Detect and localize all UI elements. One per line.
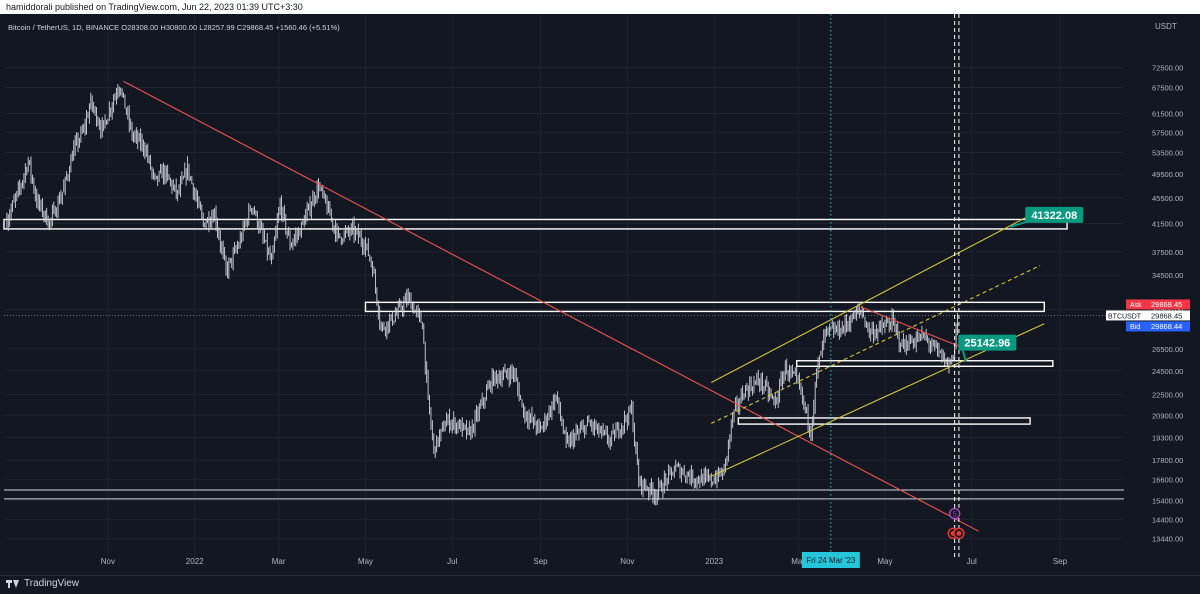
price-chart[interactable]: 5 41322.08 25142.96 USDT 72500.00 67500.00…	[0, 14, 1200, 575]
ask-value-badge	[1148, 299, 1190, 310]
time-tick-label: 2023	[705, 557, 723, 566]
time-tick-label: Jul	[447, 557, 457, 566]
annotation-pointer	[961, 348, 967, 363]
annotation-text: 41322.08	[1031, 210, 1077, 222]
event-marker[interactable]	[948, 507, 961, 520]
price-tick-label: 13440.00	[1152, 535, 1183, 544]
vertical-lines	[830, 14, 960, 560]
price-tick-label: 49500.00	[1152, 170, 1183, 179]
price-tick-label: 37500.00	[1152, 248, 1183, 257]
price-tick-label: 30500.00	[1152, 306, 1183, 315]
price-tick-label: 15400.00	[1152, 497, 1183, 506]
time-tick-label: Mar	[791, 557, 805, 566]
time-tick-label: Jul	[967, 557, 977, 566]
price-tick-label: 17800.00	[1152, 456, 1183, 465]
zone-rect	[364, 301, 1046, 313]
brand-label: TradingView	[24, 578, 80, 589]
zones	[3, 218, 1068, 425]
price-value: 29868.45	[1151, 311, 1182, 320]
trendline[interactable]	[123, 80, 980, 532]
price-tick-label: 34500.00	[1152, 271, 1183, 280]
zone-rect	[737, 417, 1031, 425]
bid-value-badge	[1148, 321, 1190, 332]
price-tick-label: 57500.00	[1152, 128, 1183, 137]
chart-background	[0, 14, 1200, 575]
bid-label: Bid	[1130, 324, 1140, 331]
annotations[interactable]: 41322.08 25142.96	[958, 206, 1084, 363]
horizontal-levels	[4, 315, 1124, 500]
event-marker-dot	[956, 530, 962, 536]
time-tick-label: May	[877, 557, 892, 566]
price-tick-label: 24500.00	[1152, 367, 1183, 376]
bid-value: 29868.44	[1151, 322, 1182, 331]
price-tick-label: 22500.00	[1152, 391, 1183, 400]
ask-badge	[1126, 299, 1148, 310]
time-tick-label: Nov	[620, 557, 634, 566]
currency-label: USDT	[1155, 22, 1177, 31]
event-markers[interactable]: 5	[947, 507, 965, 540]
price-tick-label: 16600.00	[1152, 476, 1183, 485]
ask-label: Ask	[1130, 302, 1142, 309]
annotation-text: 25142.96	[964, 338, 1010, 350]
cursor-date-label: Fri 24 Mar '23	[806, 556, 856, 565]
cursor-date-badge	[801, 552, 860, 568]
chart-legend: Bitcoin / TetherUS, 1D, BINANCE O28308.0…	[8, 23, 340, 32]
price-tick-label: 20900.00	[1152, 411, 1183, 420]
time-tick-label: May	[358, 557, 373, 566]
symbol-label: BTCUSDT	[1108, 313, 1142, 320]
trendline[interactable]	[860, 306, 961, 348]
price-tick-label: 45500.00	[1152, 194, 1183, 203]
tradingview-logo-icon	[6, 579, 20, 589]
price-tick-label: 53500.00	[1152, 148, 1183, 157]
grid	[4, 14, 1124, 560]
time-tick-label: Mar	[272, 557, 286, 566]
symbol-badge	[1106, 310, 1148, 321]
bid-badge	[1126, 321, 1148, 332]
price-series	[6, 84, 958, 506]
time-tick-label: Sep	[1053, 557, 1068, 566]
annotation-box[interactable]	[958, 334, 1017, 351]
price-tick-label: 61500.00	[1152, 110, 1183, 119]
event-marker-label: 5	[953, 512, 957, 519]
bottom-bar: TradingView	[0, 575, 1200, 594]
price-axis[interactable]: USDT 72500.00 67500.00 61500.00 57500.00 535…	[1106, 14, 1200, 575]
zone-rect	[795, 360, 1054, 368]
annotation-box[interactable]	[1025, 206, 1084, 223]
price-tick-label: 41500.00	[1152, 219, 1183, 228]
time-tick-label: Nov	[101, 557, 115, 566]
price-tick-label: 67500.00	[1152, 83, 1183, 92]
price-axis-background	[1124, 14, 1200, 575]
publisher-bar: hamiddorali published on TradingView.com…	[0, 0, 1200, 14]
price-value-badge	[1148, 310, 1190, 321]
publisher-text: hamiddorali published on TradingView.com…	[6, 2, 303, 12]
price-tick-label: 19300.00	[1152, 434, 1183, 443]
trendline[interactable]	[711, 207, 1045, 383]
ask-value: 29868.45	[1151, 300, 1182, 309]
price-tick-label: 26500.00	[1152, 345, 1183, 354]
zone-rect	[3, 218, 1068, 230]
price-tick-label: 14400.00	[1152, 515, 1183, 524]
price-tick-label: 72500.00	[1152, 64, 1183, 73]
time-tick-label: Sep	[533, 557, 548, 566]
tradingview-brand[interactable]: TradingView	[6, 578, 79, 589]
time-axis[interactable]: Nov 2022 Mar May Jul Sep Nov 2023 Mar May Jul Sep Fr…	[101, 552, 1068, 568]
trendline[interactable]	[711, 265, 1041, 424]
time-tick-label: 2022	[186, 557, 204, 566]
